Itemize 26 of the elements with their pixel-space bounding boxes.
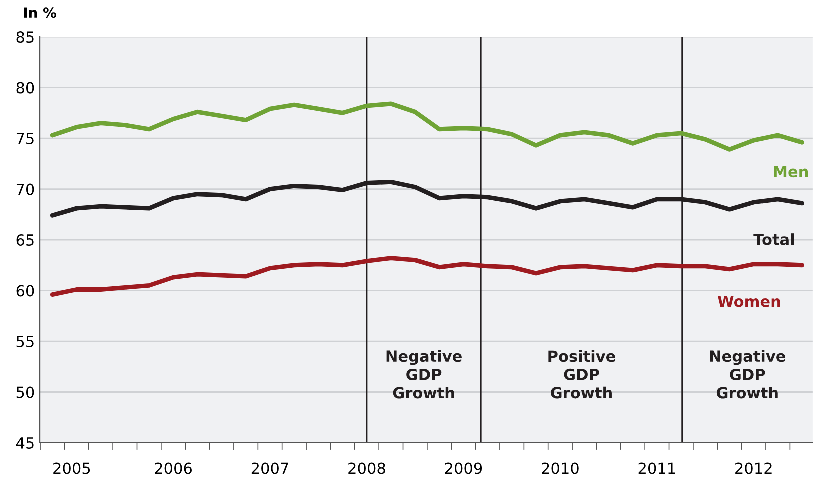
y-tick-label: 70: [16, 184, 34, 196]
x-tick-label: 2009: [445, 462, 482, 474]
y-tick-label: 65: [16, 234, 34, 246]
x-tick-label: 2005: [54, 462, 90, 474]
annotation: Positive GDP Growth: [548, 350, 616, 399]
annotation: Negative GDP Growth: [710, 350, 786, 399]
annotation: Negative GDP Growth: [386, 350, 462, 399]
y-tick-label: 45: [16, 438, 34, 450]
x-tick-label: 2011: [638, 462, 676, 474]
series-label: Total: [754, 234, 794, 246]
y-tick-label: 60: [16, 285, 34, 297]
series-label: Men: [774, 166, 808, 178]
x-tick-label: 2012: [736, 462, 772, 474]
series-label: Women: [718, 296, 780, 308]
y-tick-label: 80: [16, 82, 34, 94]
y-axis-title: In %: [24, 8, 56, 18]
x-tick-label: 2007: [252, 462, 288, 474]
y-tick-label: 75: [16, 133, 34, 145]
y-tick-label: 55: [16, 336, 34, 348]
x-tick-label: 2006: [155, 462, 192, 474]
x-tick-label: 2010: [542, 462, 579, 474]
x-tick-label: 2008: [348, 462, 386, 474]
line-series: [50, 256, 804, 298]
y-tick-label: 50: [16, 386, 34, 398]
line-series: [50, 102, 804, 152]
y-tick-label: 85: [16, 32, 34, 44]
